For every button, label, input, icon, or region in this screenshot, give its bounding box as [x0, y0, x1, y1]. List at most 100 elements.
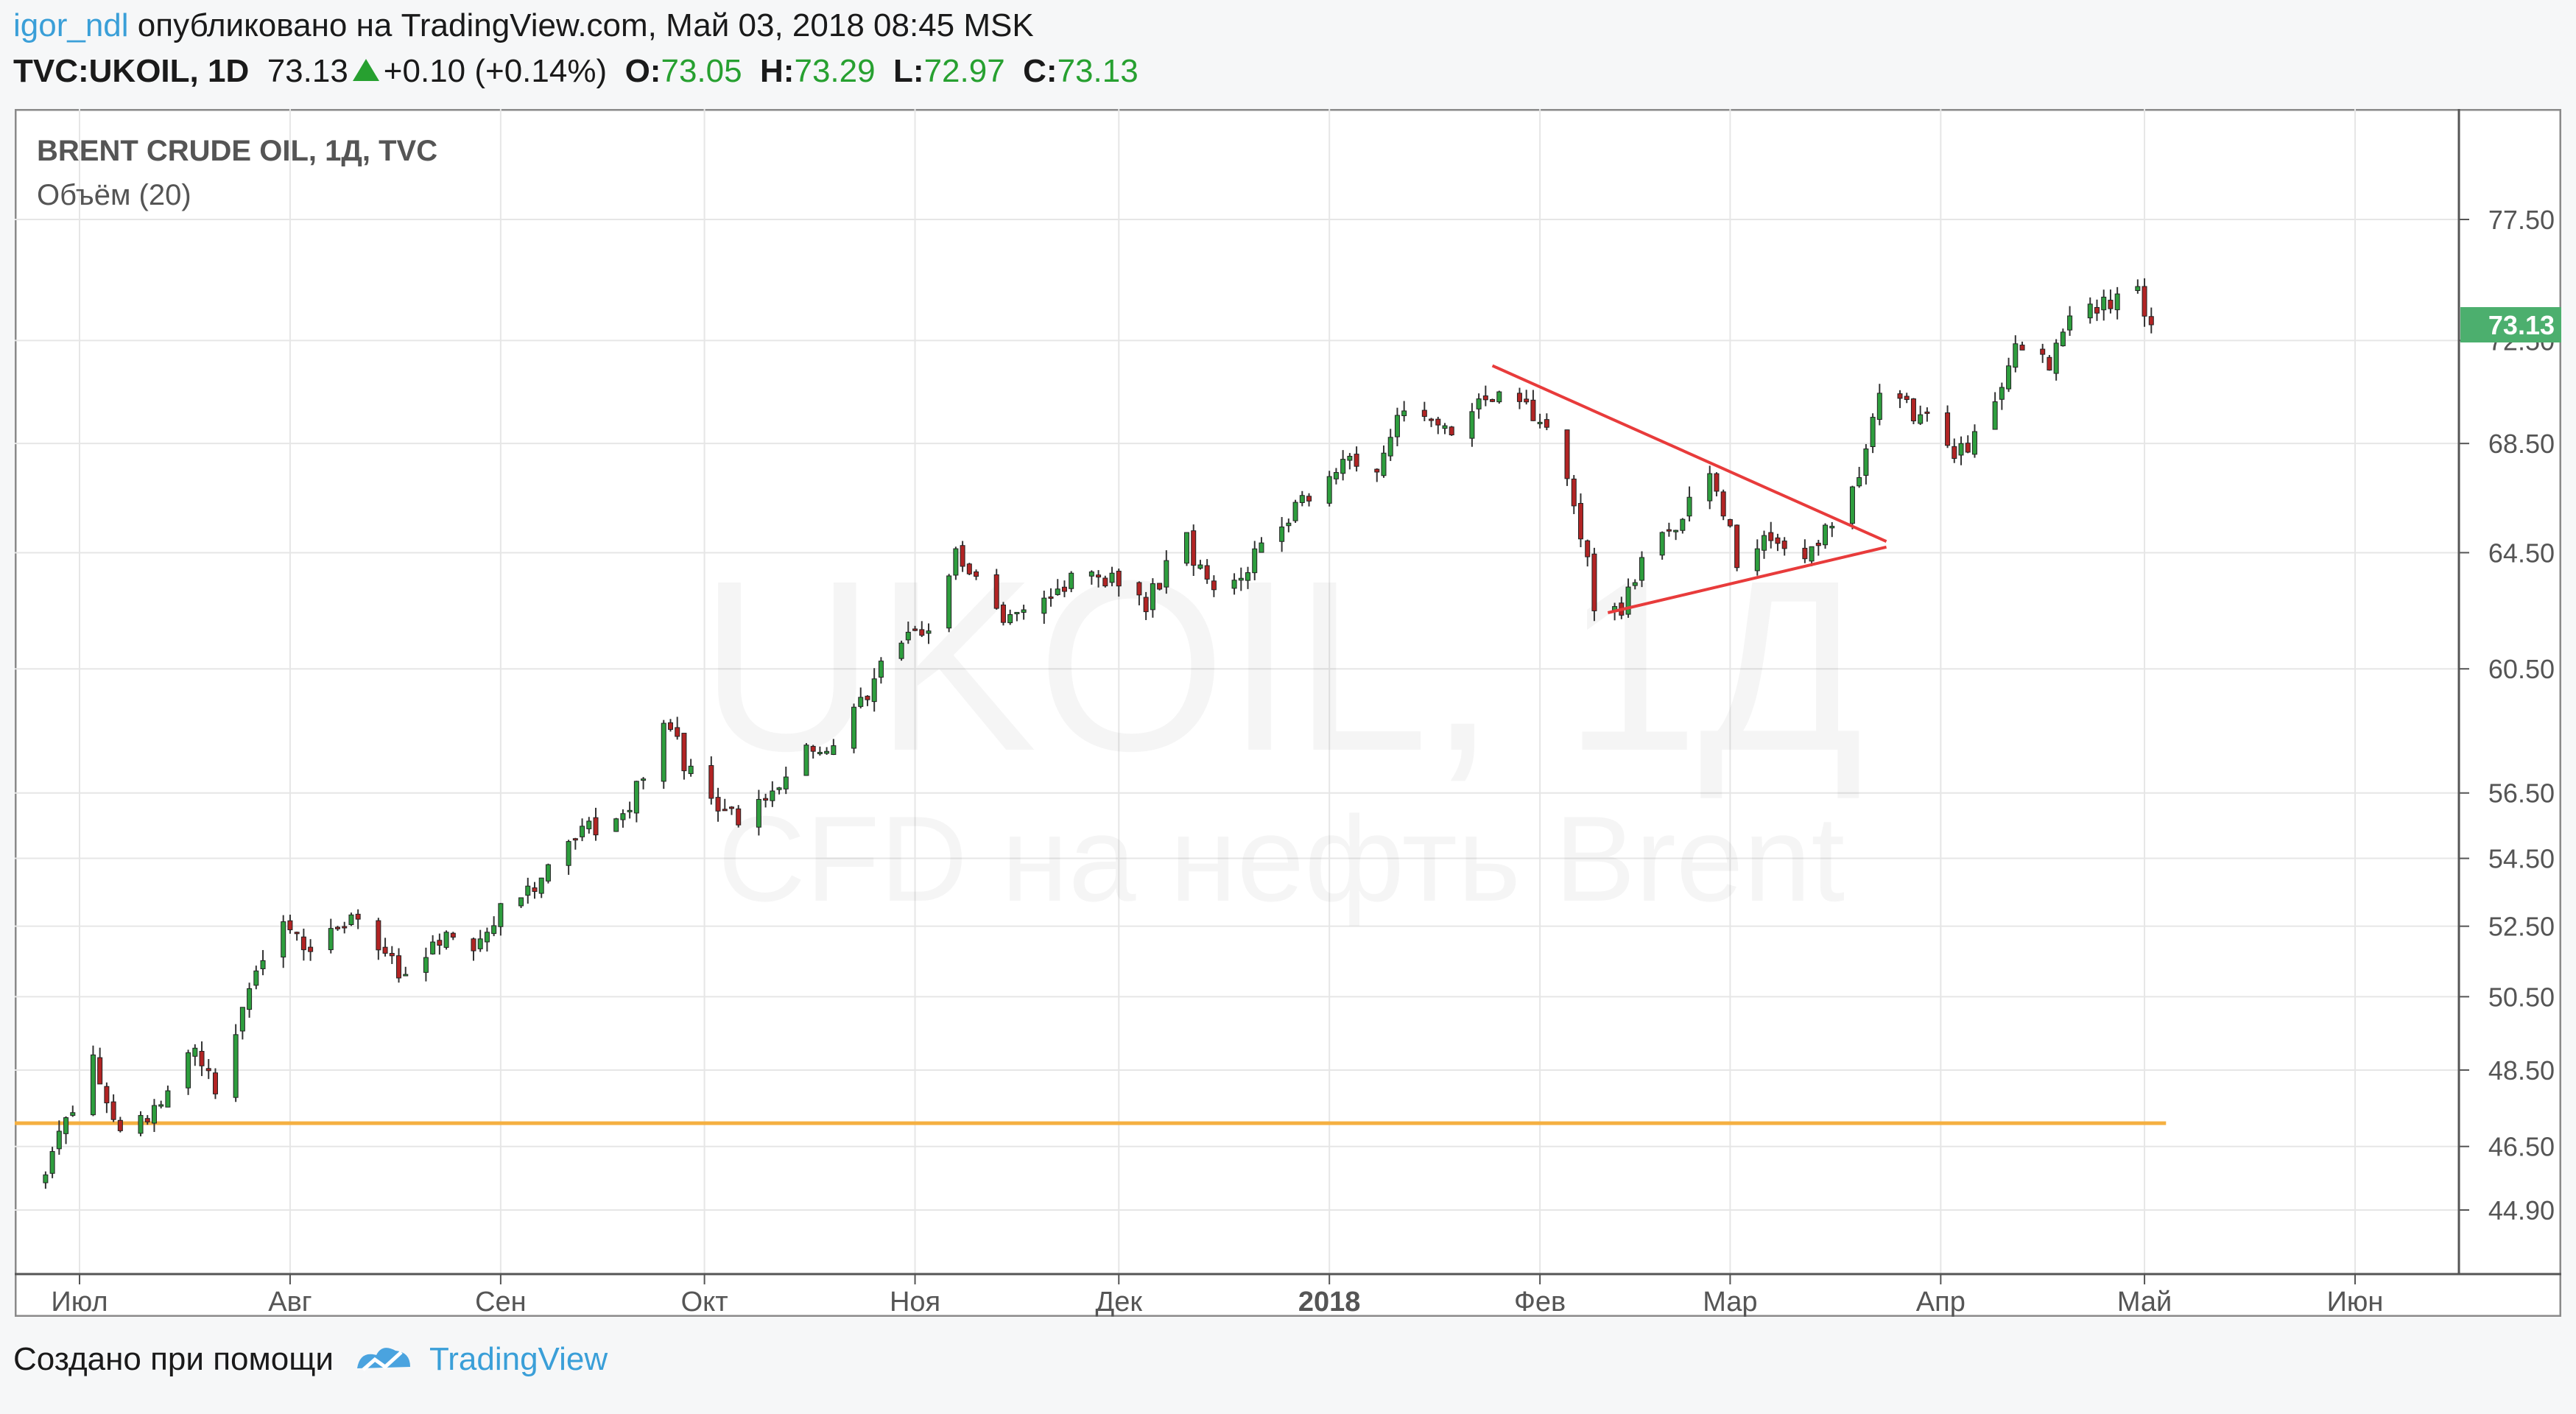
grid [15, 109, 2459, 1274]
candle-up [2114, 293, 2120, 311]
candle-up [688, 765, 694, 774]
candle-up [165, 1090, 171, 1108]
candle-down [919, 629, 925, 636]
candle-up [260, 960, 266, 969]
candle-up [776, 787, 782, 790]
candle-up [1632, 582, 1638, 586]
candle-up [1659, 532, 1665, 556]
candle-up [1183, 532, 1189, 564]
candle-up [1041, 597, 1047, 614]
candle-down [865, 695, 870, 700]
candle-up [1259, 542, 1264, 553]
candle-up [1088, 571, 1094, 577]
price-tick-label: 54.50 [2488, 844, 2555, 874]
candle-up [90, 1054, 96, 1116]
author-link[interactable]: igor_ndl [13, 7, 129, 43]
candle-down [1482, 395, 1488, 401]
candle-down [1945, 412, 1951, 446]
candle-up [824, 750, 830, 754]
candle-up [239, 1007, 245, 1032]
candles [43, 278, 2154, 1189]
candle-up [2006, 365, 2012, 390]
price-chart[interactable]: UKOIL, 1Д CFD на нефть Brent 77.5072.506… [15, 109, 2561, 1317]
candle-down [1096, 574, 1102, 578]
candle-up [1762, 535, 1767, 551]
candle-up [1680, 518, 1686, 531]
candle-up [1401, 410, 1407, 416]
open-value: 73.05 [661, 53, 742, 89]
candle-down [966, 563, 972, 574]
candle-down [287, 920, 293, 931]
candle-down [810, 745, 816, 752]
candle-up [627, 809, 633, 812]
candle-up [953, 548, 959, 576]
candle-up [1286, 522, 1292, 527]
candle-down [1530, 399, 1536, 421]
candle-up [1021, 609, 1027, 613]
candle-down [1544, 419, 1549, 428]
time-tick-label: Сен [475, 1287, 527, 1317]
candle-up [1333, 472, 1339, 479]
candle-up [403, 974, 409, 977]
candle-down [1585, 540, 1591, 557]
candle-up [1007, 614, 1013, 624]
time-tick-label: Авг [268, 1287, 312, 1317]
price-tick-label: 50.50 [2488, 982, 2555, 1012]
candle-up [49, 1151, 55, 1174]
candle-down [1727, 519, 1733, 527]
candle-down [355, 913, 361, 920]
price-axis[interactable]: 77.5072.5068.5064.5060.5056.5054.5052.50… [2459, 205, 2555, 1225]
candle-down [1490, 398, 1496, 402]
candle-up [63, 1117, 69, 1134]
candle-up [1971, 431, 1977, 455]
candle-up [620, 813, 626, 820]
candle-down [708, 764, 714, 799]
candle-down [212, 1072, 218, 1094]
candle-up [253, 970, 259, 986]
time-axis[interactable]: Июл Авг Сен Окт Ноя Дек 2018 Фев Мар Апр Май Июн [51, 1274, 2383, 1317]
candle-up [946, 575, 952, 629]
volume-indicator-label[interactable]: Объём (20) [37, 179, 191, 211]
candle-up [1014, 611, 1020, 614]
price-tick-label: 52.50 [2488, 912, 2555, 942]
candle-up [2053, 342, 2059, 374]
candle-down [437, 940, 443, 946]
candle-up [1849, 486, 1855, 524]
candle-up [484, 932, 490, 943]
candle-up [1673, 530, 1679, 532]
candle-down [1061, 586, 1067, 592]
candle-down [1910, 398, 1916, 422]
candle-down [974, 571, 979, 577]
candle-down [1802, 547, 1808, 560]
candle-up [1809, 546, 1815, 562]
candle-down [300, 936, 306, 951]
candle-up [443, 932, 449, 948]
last-price-tag: 73.13 [2460, 307, 2561, 343]
candle-up [898, 642, 904, 659]
watermark-symbol: UKOIL, 1Д [700, 530, 1864, 801]
high-value: 73.29 [794, 53, 876, 89]
candle-up [1537, 421, 1543, 424]
time-tick-label: Ноя [890, 1287, 940, 1317]
candle-up [1476, 398, 1482, 409]
candle-up [613, 818, 619, 832]
price-tick-label: 77.50 [2488, 205, 2555, 235]
tradingview-link[interactable]: TradingView [429, 1341, 608, 1377]
candle-up [1918, 414, 1924, 424]
tradingview-logo-icon[interactable] [353, 1340, 415, 1379]
candle-up [498, 903, 504, 927]
candle-up [1754, 548, 1760, 571]
trend-line [1491, 364, 1887, 544]
candle-up [1625, 586, 1631, 615]
open-label: O: [624, 53, 661, 89]
candle-up [858, 697, 864, 707]
candle-up [817, 752, 823, 755]
candle-down [1204, 565, 1210, 580]
candle-up [1109, 572, 1115, 583]
candle-down [681, 733, 687, 772]
candle-down [1815, 542, 1821, 546]
candle-up [491, 925, 497, 935]
candle-up [1707, 473, 1713, 502]
candle-down [1102, 577, 1108, 587]
candle-up [1876, 393, 1882, 420]
